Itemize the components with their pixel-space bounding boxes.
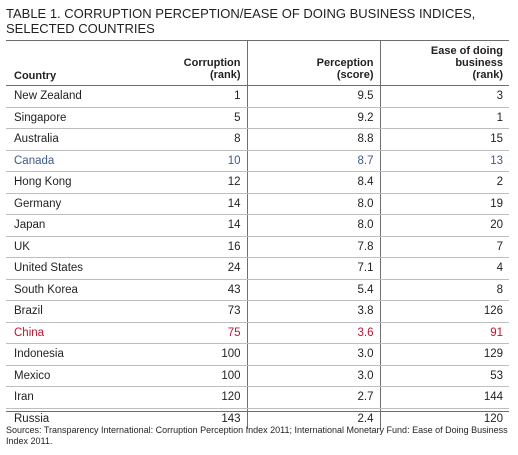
cell-perception-score: 8.8 xyxy=(246,128,380,151)
cell-ease-rank: 91 xyxy=(379,322,509,344)
cell-country: Iran xyxy=(6,386,111,409)
table-title: TABLE 1. CORRUPTION PERCEPTION/EASE OF D… xyxy=(6,6,476,36)
header-row: Country Corruption (rank) Perception (sc… xyxy=(6,41,509,86)
cell-ease-rank: 129 xyxy=(379,343,509,366)
cell-corruption-rank: 120 xyxy=(111,386,247,409)
table-row: Russia 143 2.4 120 xyxy=(6,408,509,429)
table-row: Japan 14 8.0 20 xyxy=(6,214,509,237)
cell-perception-score: 3.0 xyxy=(246,365,380,387)
data-table-container: Country Corruption (rank) Perception (sc… xyxy=(6,40,509,429)
table-row: China 75 3.6 91 xyxy=(6,322,509,344)
header-perception-line2: (score) xyxy=(336,69,374,81)
cell-country: UK xyxy=(6,236,111,258)
header-perception: Perception (score) xyxy=(246,41,380,86)
cell-country: Hong Kong xyxy=(6,171,111,194)
cell-corruption-rank: 100 xyxy=(111,365,247,387)
cell-corruption-rank: 73 xyxy=(111,300,247,323)
table-row: Indonesia 100 3.0 129 xyxy=(6,343,509,366)
cell-ease-rank: 2 xyxy=(379,171,509,194)
cell-perception-score: 7.1 xyxy=(246,257,380,280)
cell-country: Canada xyxy=(6,150,111,172)
cell-corruption-rank: 14 xyxy=(111,193,247,215)
cell-perception-score: 8.0 xyxy=(246,214,380,237)
cell-country: Australia xyxy=(6,128,111,151)
indices-table: Country Corruption (rank) Perception (sc… xyxy=(6,41,509,429)
cell-perception-score: 8.4 xyxy=(246,171,380,194)
header-perception-line1: Perception xyxy=(316,57,374,69)
cell-perception-score: 8.0 xyxy=(246,193,380,215)
cell-ease-rank: 13 xyxy=(379,150,509,172)
cell-ease-rank: 7 xyxy=(379,236,509,258)
table-row: Canada 10 8.7 13 xyxy=(6,150,509,172)
table-row: South Korea 43 5.4 8 xyxy=(6,279,509,301)
cell-ease-rank: 19 xyxy=(379,193,509,215)
header-ease-line2: (rank) xyxy=(472,69,503,81)
cell-corruption-rank: 16 xyxy=(111,236,247,258)
header-corruption-line2: (rank) xyxy=(209,69,241,81)
cell-perception-score: 7.8 xyxy=(246,236,380,258)
cell-perception-score: 5.4 xyxy=(246,279,380,301)
cell-country: China xyxy=(6,322,111,344)
cell-ease-rank: 120 xyxy=(379,408,509,429)
cell-country: Indonesia xyxy=(6,343,111,366)
table-row: Hong Kong 12 8.4 2 xyxy=(6,171,509,194)
cell-corruption-rank: 8 xyxy=(111,128,247,151)
cell-perception-score: 9.5 xyxy=(246,85,380,108)
sources-note: Sources: Transparency International: Cor… xyxy=(6,425,508,446)
cell-country: United States xyxy=(6,257,111,280)
cell-ease-rank: 53 xyxy=(379,365,509,387)
cell-perception-score: 3.0 xyxy=(246,343,380,366)
cell-corruption-rank: 1 xyxy=(111,85,247,108)
cell-country: Singapore xyxy=(6,107,111,129)
cell-corruption-rank: 10 xyxy=(111,150,247,172)
cell-corruption-rank: 24 xyxy=(111,257,247,280)
table-row: Singapore 5 9.2 1 xyxy=(6,107,509,129)
cell-perception-score: 2.7 xyxy=(246,386,380,409)
table-header: Country Corruption (rank) Perception (sc… xyxy=(6,41,509,86)
cell-corruption-rank: 43 xyxy=(111,279,247,301)
table-row: United States 24 7.1 4 xyxy=(6,257,509,280)
cell-corruption-rank: 5 xyxy=(111,107,247,129)
cell-ease-rank: 15 xyxy=(379,128,509,151)
table-row: New Zealand 1 9.5 3 xyxy=(6,85,509,108)
cell-ease-rank: 20 xyxy=(379,214,509,237)
table-row: Germany 14 8.0 19 xyxy=(6,193,509,215)
table-row: Mexico 100 3.0 53 xyxy=(6,365,509,387)
cell-perception-score: 9.2 xyxy=(246,107,380,129)
cell-perception-score: 3.6 xyxy=(246,322,380,344)
cell-ease-rank: 126 xyxy=(379,300,509,323)
cell-country: Mexico xyxy=(6,365,111,387)
cell-country: Russia xyxy=(14,412,50,425)
cell-ease-rank: 144 xyxy=(379,386,509,409)
table-row: Iran 120 2.7 144 xyxy=(6,386,509,409)
cell-perception-score: 2.4 xyxy=(246,408,380,429)
cell-perception-score: 8.7 xyxy=(246,150,380,172)
header-ease-line1: Ease of doing business xyxy=(430,45,503,69)
table-row: Australia 8 8.8 15 xyxy=(6,128,509,151)
table-row: Brazil 73 3.8 126 xyxy=(6,300,509,323)
cell-perception-score: 3.8 xyxy=(246,300,380,323)
cell-corruption-rank: 100 xyxy=(111,343,247,366)
cell-country: Japan xyxy=(6,214,111,237)
header-corruption-line1: Corruption xyxy=(183,57,241,69)
cell-country: New Zealand xyxy=(6,85,111,108)
cell-country: Germany xyxy=(6,193,111,215)
header-country: Country xyxy=(6,41,111,86)
table-row: UK 16 7.8 7 xyxy=(6,236,509,258)
cell-ease-rank: 3 xyxy=(379,85,509,108)
cell-corruption-rank: 75 xyxy=(111,322,247,344)
header-ease: Ease of doing business (rank) xyxy=(379,41,509,86)
header-corruption: Corruption (rank) xyxy=(111,41,247,86)
cell-corruption-rank: 143 xyxy=(221,412,241,425)
table-body: New Zealand 1 9.5 3 Singapore 5 9.2 1 Australia 8… xyxy=(6,85,509,429)
cell-country: Brazil xyxy=(6,300,111,323)
cell-ease-rank: 4 xyxy=(379,257,509,280)
cell-ease-rank: 1 xyxy=(379,107,509,129)
cell-country: South Korea xyxy=(6,279,111,301)
cell-ease-rank: 8 xyxy=(379,279,509,301)
cell-corruption-rank: 12 xyxy=(111,171,247,194)
cell-corruption-rank: 14 xyxy=(111,214,247,237)
